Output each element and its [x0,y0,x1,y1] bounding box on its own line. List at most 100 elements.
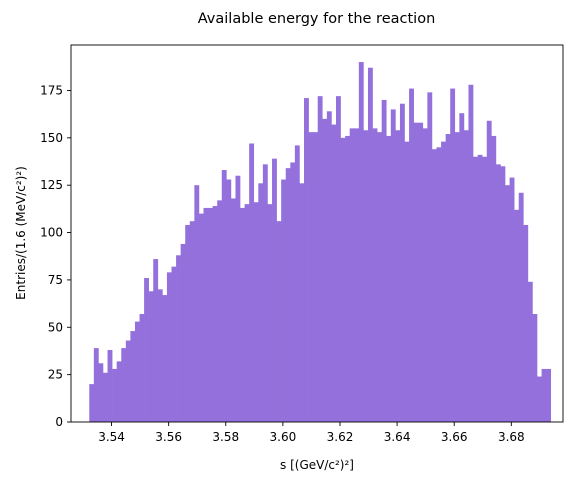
histogram-bar [459,113,465,422]
histogram-bar [404,141,410,422]
histogram-bar [381,99,387,422]
histogram-bar [299,183,305,422]
x-tick-label: 3.64 [384,430,411,444]
histogram-bar [390,109,396,422]
plot-frame [70,44,564,423]
histogram-bar [491,135,497,422]
histogram-bar [249,143,255,422]
y-tick-label: 100 [40,226,63,240]
histogram-bar [171,266,177,422]
histogram-bar [89,384,95,422]
histogram-bar [258,183,264,422]
histogram-bar [198,213,204,422]
y-tick-label: 50 [48,320,63,334]
x-tick-label: 3.66 [441,430,468,444]
histogram-bar [189,221,195,422]
histogram-bar [294,145,300,422]
histogram-bar [537,376,542,422]
histogram-bar [454,132,460,422]
histogram-bar [208,207,213,422]
x-tick-label: 3.68 [498,430,525,444]
histogram-bar [427,92,433,423]
histogram-bar [358,62,364,423]
histogram-bar [262,164,268,422]
histogram-bar [98,363,104,422]
histogram-bar [148,291,154,422]
histogram-bar [102,372,108,422]
histogram-bar [431,149,437,422]
histogram-bar [399,103,405,422]
histogram-bar [235,175,241,422]
x-axis-ticks: 3.54 3.56 3.58 3.60 3.62 3.64 3.66 3.68 [98,422,525,444]
histogram-bar [125,340,131,422]
histogram-bar [226,179,232,422]
y-axis-label: Entries/(1.6 (MeV/c²)²) [14,166,28,300]
histogram-bar [445,134,451,423]
x-tick-label: 3.54 [98,430,125,444]
histogram-bar [112,368,117,422]
y-tick-label: 125 [40,178,63,192]
histogram-bar [505,185,510,422]
histogram-bar [153,259,159,422]
histogram-bar [418,122,424,423]
histogram-bar [217,200,223,422]
x-tick-label: 3.62 [327,430,354,444]
histogram-bar [495,164,501,422]
histogram-bar [144,278,149,422]
histogram-bar [230,198,236,422]
histogram-bar [221,170,227,422]
histogram-bar [486,120,492,422]
histogram-bar [331,124,337,422]
histogram-bar [116,361,122,422]
x-axis-label: s [(GeV/c²)²] [280,458,354,472]
histogram-bar [281,179,287,422]
y-tick-label: 25 [48,368,63,382]
histogram-bar [367,67,373,422]
histogram-bar [409,88,414,422]
histogram-bar [322,118,328,422]
histogram-bar [509,177,515,422]
histogram-bar [377,132,382,422]
histogram-bar [194,185,200,422]
y-tick-label: 150 [40,131,63,145]
histogram-bar [267,204,273,422]
histogram-bar [185,224,191,422]
histogram-bar [473,156,478,422]
y-tick-label: 75 [48,273,63,287]
histogram-bar [477,154,483,422]
histogram-bar [422,128,428,423]
histogram-bar [386,135,392,422]
histogram-bar [541,368,547,422]
histogram-bar [130,331,136,422]
histogram-bar [285,168,291,422]
histogram-bar [304,98,309,423]
histogram-bar [313,132,319,422]
histogram-bar [463,130,469,422]
histogram-bar [107,350,113,422]
histogram-bar [180,243,186,422]
histogram-bar [203,207,209,422]
y-tick-label: 175 [40,83,63,97]
histogram-bar [363,130,369,422]
histogram-bar [340,137,346,422]
histogram-bar [527,281,533,422]
histogram-bar [244,204,250,422]
x-tick-label: 3.58 [212,430,239,444]
histogram-bar [121,348,127,422]
histogram-bar [272,158,277,423]
histogram-bar [166,272,172,422]
histogram-bar [450,88,456,422]
histogram-bar [162,295,168,422]
histogram-bar [335,96,341,423]
histogram-bar [468,84,474,422]
histogram-bar [93,348,99,422]
histogram-bar [354,128,360,423]
histogram-bar [482,156,488,422]
histogram-bar [308,132,314,422]
histogram-bar [240,207,245,422]
histogram-bar [372,128,378,423]
chart-title: Available energy for the reaction [198,11,436,27]
y-axis-ticks: 0 25 50 75 100 125 150 175 [40,83,71,429]
histogram-bar [349,128,355,423]
